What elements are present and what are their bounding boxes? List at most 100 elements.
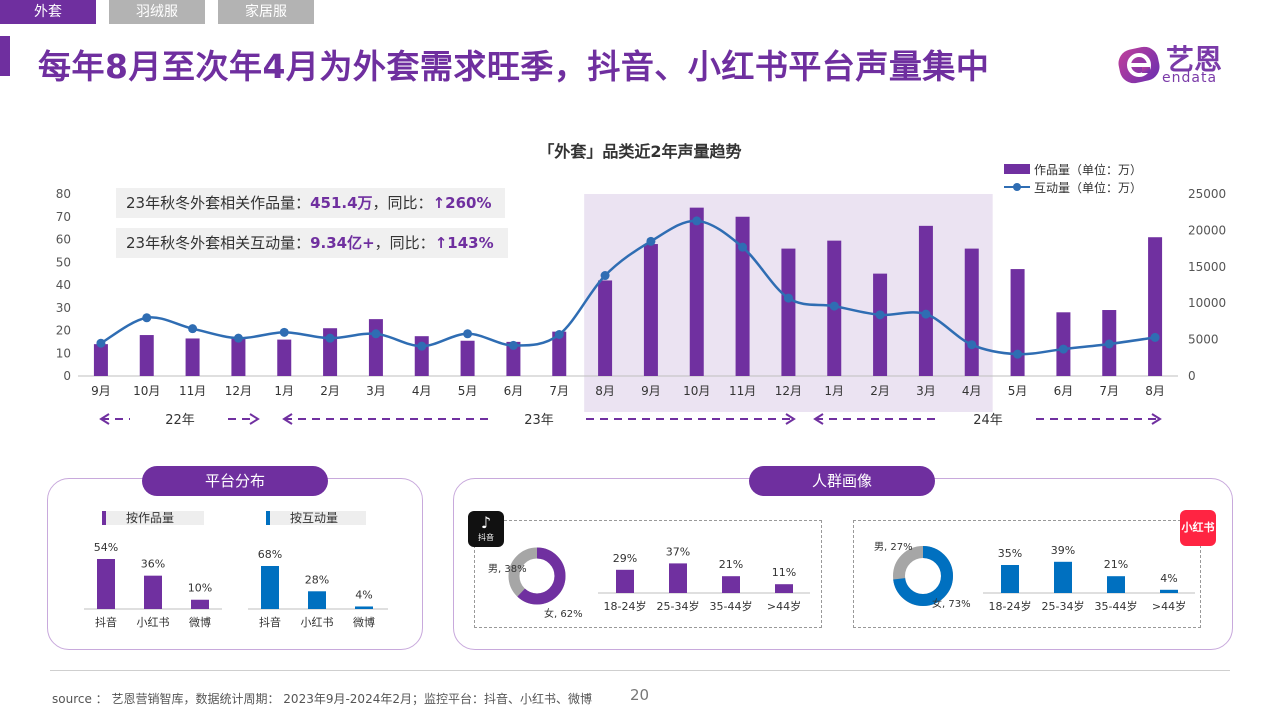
x-tick-label: 4月 — [412, 384, 432, 398]
bar-works — [460, 340, 475, 376]
callout-interact-yoy: ↑143% — [434, 234, 494, 252]
line-point — [463, 329, 473, 339]
x-tick-label: 4月 — [962, 384, 982, 398]
bar-works — [643, 244, 658, 376]
x-tick-label: 8月 — [595, 384, 615, 398]
line-point — [96, 338, 106, 348]
bar-works — [506, 341, 521, 376]
line-point — [142, 313, 152, 323]
y-left-tick-label: 40 — [56, 278, 71, 292]
legend-line-swatch — [1004, 182, 1030, 192]
bar-works — [93, 344, 108, 376]
bar-works — [689, 207, 704, 376]
x-tick-label: 8月 — [1145, 384, 1165, 398]
x-tick-label: 9月 — [91, 384, 111, 398]
arrow-right — [1151, 413, 1162, 425]
callout-works: 23年秋冬外套相关作品量：451.4万，同比：↑260% — [116, 188, 506, 218]
douyin-app-icon: ♪ 抖音 — [468, 511, 504, 547]
trend-chart: 0 10 20 30 40 50 60 70 80 0 5000 10000 15000 20000 250… — [56, 187, 1226, 428]
tab-down-jacket[interactable]: 羽绒服 — [109, 0, 205, 24]
bar-works — [277, 339, 292, 376]
arrow-right — [785, 413, 796, 425]
page-title: 每年8月至次年4月为外套需求旺季，抖音、小红书平台声量集中 — [38, 47, 990, 86]
bar-works — [598, 280, 613, 376]
x-tick-label: 1月 — [824, 384, 844, 398]
bar-works — [231, 337, 246, 376]
line-point — [1150, 332, 1160, 342]
tab-homewear[interactable]: 家居服 — [218, 0, 314, 24]
x-tick-label: 7月 — [549, 384, 569, 398]
x-tick-label: 6月 — [504, 384, 524, 398]
bar-works — [139, 335, 154, 376]
platform-panel-label: 平台分布 — [142, 466, 328, 496]
legend-label-interact: 互动量（单位：万） — [1034, 180, 1143, 195]
legend-item-interact: 互动量（单位：万） — [1004, 178, 1142, 196]
x-tick-label: 11月 — [179, 384, 206, 398]
callout-interact: 23年秋冬外套相关互动量：9.34亿+，同比：↑143% — [116, 228, 508, 258]
endata-logo: 艺恩 endata — [1116, 40, 1240, 90]
x-tick-label: 5月 — [1008, 384, 1028, 398]
line-point — [417, 341, 427, 351]
page-number: 20 — [630, 686, 650, 704]
line-point — [554, 330, 564, 340]
bar-works — [873, 273, 888, 376]
x-tick-label: 6月 — [1054, 384, 1074, 398]
source-note: source ： 艺恩营销智库，数据统计周期： 2023年9月-2024年2月；… — [52, 692, 592, 706]
x-tick-label: 3月 — [366, 384, 386, 398]
y-left-tick-label: 10 — [56, 346, 71, 360]
y-right-tick-label: 5000 — [1188, 333, 1219, 347]
tab-jacket[interactable]: 外套 — [0, 0, 96, 24]
footer-divider — [50, 670, 1230, 671]
chart-title: 「外套」品类近2年声量趋势 — [538, 142, 742, 161]
xhs-audience-box — [853, 520, 1201, 628]
bar-works — [1056, 312, 1071, 376]
y-right-tick-label: 10000 — [1188, 296, 1226, 310]
xhs-app-icon: 小红书 — [1180, 510, 1216, 546]
line-point — [188, 324, 198, 334]
y-right-tick-label: 0 — [1188, 369, 1196, 383]
title-accent-bar — [0, 36, 10, 76]
callout-works-yoy: ↑260% — [432, 194, 492, 212]
x-tick-label: 12月 — [775, 384, 802, 398]
bar-works — [368, 319, 383, 376]
line-point — [325, 333, 335, 343]
line-point — [646, 236, 656, 246]
y-left-tick-label: 80 — [56, 187, 71, 201]
x-tick-label: 2月 — [870, 384, 890, 398]
line-point — [279, 327, 289, 337]
tab-bar: 外套 羽绒服 家居服 — [0, 0, 314, 24]
legend-bar-swatch — [1004, 164, 1030, 174]
line-point — [829, 301, 839, 311]
line-point — [783, 293, 793, 303]
x-tick-label: 10月 — [683, 384, 710, 398]
tag-by-interact: 按互动量 — [266, 511, 366, 525]
line-point — [967, 340, 977, 350]
chart-legend: 作品量（单位：万） 互动量（单位：万） — [1004, 160, 1142, 196]
line-point — [600, 271, 610, 281]
bar-works — [552, 331, 567, 376]
callout-interact-prefix: 23年秋冬外套相关互动量： — [126, 234, 311, 252]
douyin-icon-label: 抖音 — [478, 533, 494, 542]
y-left-tick-label: 30 — [56, 301, 71, 315]
line-point — [1058, 344, 1068, 354]
year-label-23: 23年 — [524, 413, 554, 428]
x-tick-label: 9月 — [641, 384, 661, 398]
logo-text-en: endata — [1162, 70, 1218, 86]
callout-works-value: 451.4万 — [310, 194, 373, 212]
bar-works — [185, 338, 200, 376]
y-right-tick-label: 20000 — [1188, 223, 1226, 237]
line-point — [508, 340, 518, 350]
line-point — [921, 309, 931, 319]
y-left-tick-label: 20 — [56, 324, 71, 338]
year-label-24: 24年 — [973, 413, 1003, 428]
line-point — [371, 329, 381, 339]
line-point — [875, 310, 885, 320]
bar-works — [781, 248, 796, 376]
year-label-22: 22年 — [165, 413, 195, 428]
callout-works-prefix: 23年秋冬外套相关作品量： — [126, 194, 311, 212]
x-tick-label: 10月 — [133, 384, 160, 398]
x-tick-label: 3月 — [916, 384, 936, 398]
y-left-tick-label: 70 — [56, 210, 71, 224]
x-tick-label: 11月 — [729, 384, 756, 398]
bar-works — [918, 225, 933, 376]
